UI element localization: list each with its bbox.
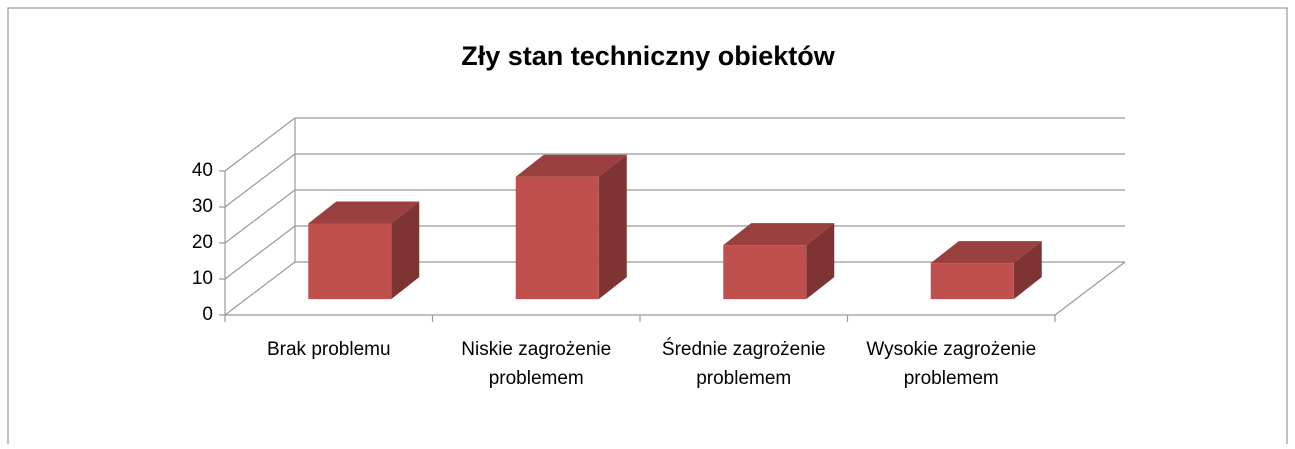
bar bbox=[930, 241, 1042, 300]
x-tick-label: Średnie zagrożenie problemem bbox=[661, 339, 826, 389]
bar-front bbox=[930, 263, 1014, 300]
y-tick-label: 0 bbox=[202, 304, 213, 325]
bar-top bbox=[308, 201, 420, 224]
floor-edge bbox=[1054, 261, 1126, 316]
bar-top bbox=[723, 223, 835, 246]
x-tick-label-box: Brak problemu bbox=[266, 339, 391, 360]
bar-top bbox=[930, 241, 1042, 264]
x-tick-label-box: Średnie zagrożenie problemem bbox=[661, 339, 826, 389]
bar-side bbox=[391, 201, 420, 300]
chart-frame bbox=[7, 7, 1288, 449]
bar-side bbox=[1013, 241, 1042, 300]
bar-top bbox=[515, 154, 627, 177]
grid-line bbox=[224, 189, 296, 244]
y-tick-label: 10 bbox=[192, 268, 213, 289]
bar bbox=[308, 201, 420, 300]
bar-side bbox=[598, 154, 627, 300]
bar bbox=[723, 223, 835, 300]
x-tick-label: Brak problemu bbox=[266, 339, 391, 360]
bar-side bbox=[806, 223, 835, 300]
x-tick-label: Niskie zagrożenie problemem bbox=[461, 339, 612, 389]
chart-title: Zły stan techniczny obiektów bbox=[461, 41, 836, 71]
y-tick-label: 30 bbox=[192, 196, 213, 217]
bar bbox=[515, 154, 627, 300]
grid-line bbox=[224, 153, 296, 208]
x-tick-label-box: Niskie zagrożenie problemem bbox=[461, 339, 612, 389]
y-tick-label: 40 bbox=[192, 160, 213, 181]
grid-line bbox=[224, 117, 296, 172]
grid-line bbox=[224, 261, 296, 316]
bar-front bbox=[308, 223, 392, 300]
bar-front bbox=[515, 176, 599, 300]
x-tick-label: Wysokie zagrożenie problemem bbox=[866, 339, 1037, 389]
x-tick-label-box: Wysokie zagrożenie problemem bbox=[866, 339, 1037, 389]
bar-front bbox=[723, 245, 807, 300]
grid-line bbox=[224, 225, 296, 280]
y-tick-label: 20 bbox=[192, 232, 213, 253]
